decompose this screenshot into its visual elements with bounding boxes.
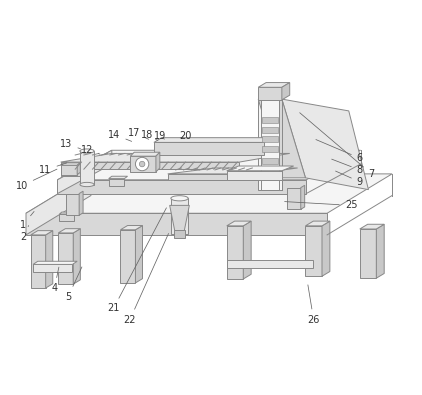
Polygon shape	[306, 221, 330, 226]
Polygon shape	[227, 226, 243, 279]
Text: 17: 17	[128, 128, 149, 139]
Text: 8: 8	[332, 159, 363, 175]
Polygon shape	[61, 165, 77, 175]
Polygon shape	[154, 142, 264, 155]
Polygon shape	[360, 224, 384, 229]
Polygon shape	[287, 188, 301, 209]
Polygon shape	[66, 194, 79, 215]
Polygon shape	[60, 214, 74, 221]
Text: 12: 12	[81, 145, 100, 155]
Polygon shape	[258, 87, 282, 100]
Polygon shape	[33, 264, 73, 272]
Polygon shape	[108, 179, 124, 186]
Text: 4: 4	[51, 267, 59, 293]
Text: 9: 9	[335, 171, 363, 187]
Text: 2: 2	[20, 226, 29, 242]
Polygon shape	[376, 224, 384, 278]
Polygon shape	[227, 171, 282, 180]
Polygon shape	[261, 97, 279, 190]
Text: 1: 1	[20, 211, 34, 230]
Polygon shape	[108, 190, 121, 193]
Ellipse shape	[171, 196, 188, 201]
Polygon shape	[58, 233, 73, 284]
Text: 10: 10	[16, 169, 57, 191]
Polygon shape	[262, 158, 278, 164]
Polygon shape	[262, 137, 278, 142]
Circle shape	[139, 161, 145, 167]
Polygon shape	[130, 156, 156, 172]
Text: 13: 13	[60, 139, 81, 149]
Text: 26: 26	[308, 285, 320, 325]
Polygon shape	[262, 127, 278, 133]
Polygon shape	[108, 176, 127, 179]
Polygon shape	[62, 169, 81, 176]
Polygon shape	[170, 205, 189, 231]
Polygon shape	[26, 174, 392, 213]
Polygon shape	[31, 235, 46, 288]
Polygon shape	[258, 83, 290, 87]
Circle shape	[135, 157, 149, 171]
Text: 21: 21	[107, 208, 166, 314]
Polygon shape	[282, 99, 368, 190]
Text: 22: 22	[124, 233, 168, 325]
Polygon shape	[282, 83, 290, 100]
Polygon shape	[130, 152, 160, 156]
Polygon shape	[61, 163, 80, 165]
Polygon shape	[301, 185, 305, 209]
Polygon shape	[258, 99, 282, 190]
Polygon shape	[33, 261, 77, 264]
Polygon shape	[108, 188, 123, 190]
Ellipse shape	[80, 149, 94, 153]
Text: 7: 7	[300, 113, 375, 179]
Polygon shape	[57, 150, 112, 194]
Polygon shape	[243, 221, 251, 279]
Polygon shape	[262, 117, 278, 123]
Text: 18: 18	[141, 130, 158, 141]
Polygon shape	[322, 221, 330, 276]
Text: 6: 6	[316, 139, 363, 163]
Polygon shape	[173, 230, 185, 238]
Polygon shape	[258, 99, 306, 178]
Text: 14: 14	[108, 130, 132, 141]
Polygon shape	[61, 153, 290, 162]
Polygon shape	[79, 191, 83, 215]
Polygon shape	[154, 138, 272, 142]
Text: 11: 11	[39, 163, 67, 175]
Polygon shape	[171, 198, 188, 234]
Polygon shape	[60, 212, 76, 214]
Polygon shape	[265, 185, 280, 186]
Polygon shape	[26, 174, 91, 235]
Polygon shape	[26, 213, 327, 235]
Polygon shape	[265, 186, 279, 190]
Polygon shape	[77, 163, 80, 175]
Polygon shape	[135, 226, 143, 283]
Polygon shape	[120, 230, 135, 283]
Polygon shape	[168, 168, 298, 174]
Polygon shape	[227, 166, 294, 171]
Polygon shape	[57, 180, 306, 194]
Polygon shape	[168, 174, 254, 180]
Polygon shape	[156, 152, 160, 172]
Polygon shape	[360, 229, 376, 278]
Polygon shape	[61, 162, 239, 169]
Polygon shape	[80, 151, 94, 184]
Polygon shape	[73, 229, 80, 284]
Text: 19: 19	[154, 132, 166, 141]
Ellipse shape	[80, 182, 94, 186]
Polygon shape	[58, 229, 80, 233]
Text: 20: 20	[179, 132, 192, 141]
Polygon shape	[262, 146, 278, 152]
Polygon shape	[57, 150, 360, 180]
Text: 25: 25	[284, 200, 357, 211]
Polygon shape	[120, 226, 143, 230]
Polygon shape	[227, 260, 314, 268]
Polygon shape	[306, 226, 322, 276]
Polygon shape	[46, 231, 53, 288]
Text: 5: 5	[65, 267, 82, 302]
Polygon shape	[227, 221, 251, 226]
Polygon shape	[31, 231, 53, 235]
